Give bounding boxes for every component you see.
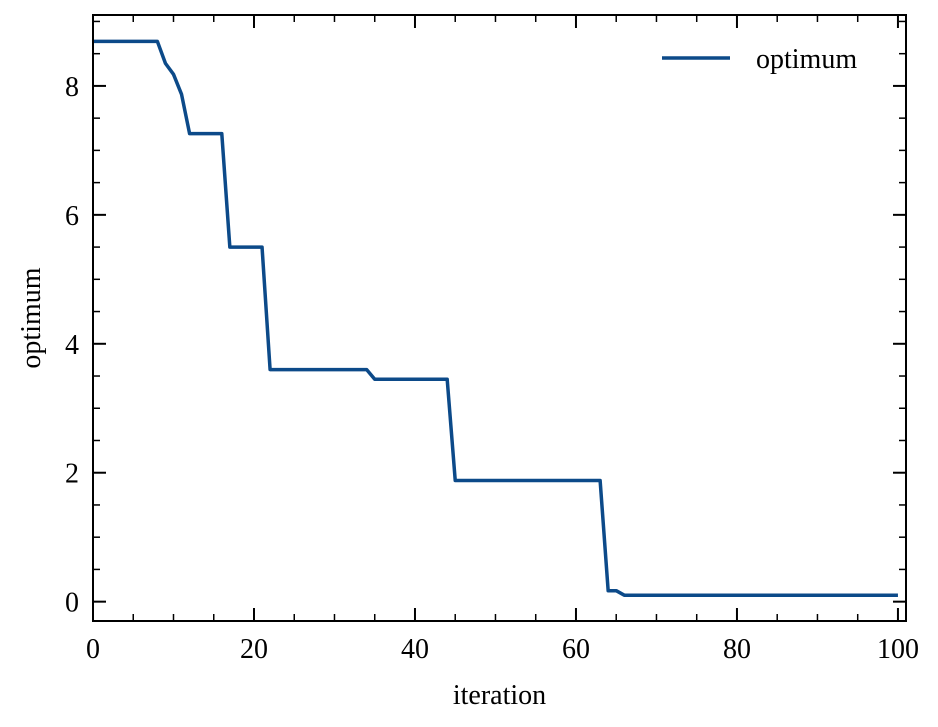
y-tick-labels: 0 2 4 6 8 bbox=[65, 72, 79, 619]
y-tick-label: 0 bbox=[65, 588, 79, 619]
series-line-optimum bbox=[93, 39, 898, 597]
y-tick-label: 2 bbox=[65, 459, 79, 490]
y-tick-label: 4 bbox=[65, 330, 79, 361]
x-tick-label: 60 bbox=[562, 634, 590, 665]
x-tick-label: 20 bbox=[240, 634, 268, 665]
x-tick-label: 0 bbox=[86, 634, 100, 665]
legend: optimum bbox=[662, 44, 857, 75]
legend-label-optimum: optimum bbox=[756, 44, 857, 75]
x-axis-title: iteration bbox=[453, 680, 546, 711]
y-axis-title: optimum bbox=[16, 267, 47, 368]
major-ticks bbox=[92, 15, 906, 621]
x-tick-label: 80 bbox=[723, 634, 751, 665]
y-tick-label: 6 bbox=[65, 201, 79, 232]
plot-frame bbox=[92, 14, 907, 622]
x-tick-labels: 0 20 40 60 80 100 bbox=[86, 634, 919, 665]
x-tick-label: 40 bbox=[401, 634, 429, 665]
x-tick-label: 100 bbox=[877, 634, 919, 665]
y-tick-label: 8 bbox=[65, 72, 79, 103]
series-group bbox=[93, 39, 898, 597]
minor-ticks bbox=[93, 15, 906, 621]
